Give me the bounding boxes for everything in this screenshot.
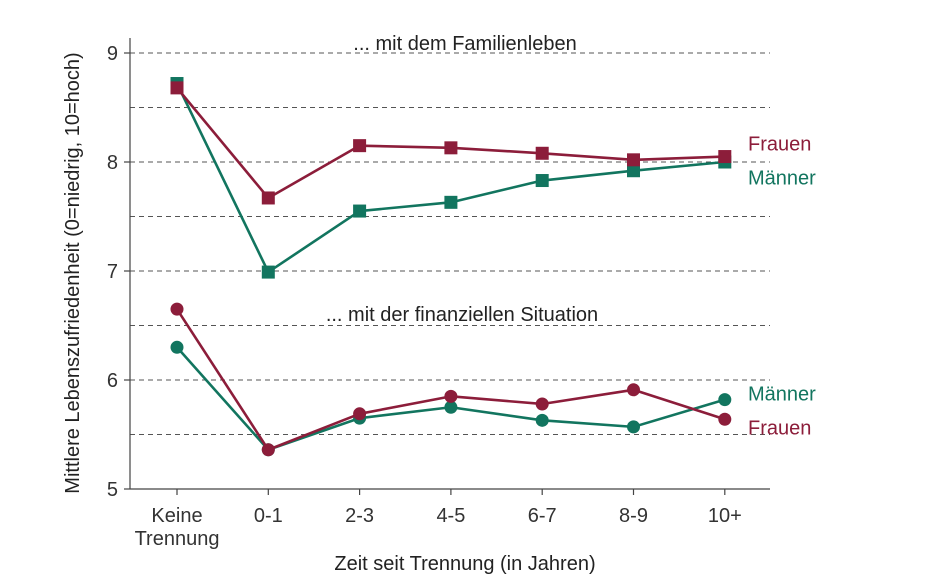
y-tick-label: 6 <box>107 370 118 392</box>
data-point-finance-frauen <box>353 407 367 421</box>
annotation-familienleben: ... mit dem Familienleben <box>353 33 576 55</box>
y-tick-label: 9 <box>107 43 118 65</box>
y-tick-label: 7 <box>107 261 118 283</box>
data-point-family-maenner <box>535 174 549 188</box>
x-tick-label: Keine <box>151 505 202 527</box>
data-point-finance-frauen <box>444 389 458 403</box>
data-point-family-frauen <box>535 146 549 160</box>
x-tick-label: Trennung <box>135 528 220 550</box>
data-point-finance-frauen <box>535 397 549 411</box>
data-point-family-maenner <box>261 265 275 279</box>
data-point-finance-frauen <box>170 302 184 316</box>
x-tick-label: 2-3 <box>345 505 374 527</box>
data-point-finance-maenner <box>170 340 184 354</box>
data-point-finance-maenner <box>627 420 640 434</box>
series-line-family-maenner <box>175 82 725 274</box>
x-tick-label: 6-7 <box>528 505 557 527</box>
x-tick-label: 8-9 <box>619 505 648 527</box>
annotation-finanziell: ... mit der finanziellen Situation <box>326 304 598 326</box>
x-axis-title: Zeit seit Trennung (in Jahren) <box>334 553 595 575</box>
data-point-family-frauen <box>353 139 367 153</box>
data-point-finance-maenner <box>718 393 732 407</box>
y-axis-title: Mittlere Lebenszufriedenheit (0=niedrig,… <box>62 52 84 493</box>
data-point-family-frauen <box>718 150 732 164</box>
data-point-finance-frauen <box>627 383 640 397</box>
data-point-finance-frauen <box>261 443 275 457</box>
legend-label-finance-maenner: Männer <box>748 383 816 405</box>
data-point-finance-frauen <box>718 412 732 426</box>
y-tick-labels: 5 6 7 8 9 <box>107 43 130 501</box>
gridlines <box>130 52 770 435</box>
legend-label-family-maenner: Männer <box>748 167 816 189</box>
x-tick-label: 4-5 <box>436 505 465 527</box>
data-point-family-frauen <box>261 191 275 205</box>
x-tick-label: 10+ <box>708 505 742 527</box>
data-point-family-frauen <box>444 141 458 155</box>
legend-label-finance-frauen: Frauen <box>748 417 811 439</box>
data-point-finance-maenner <box>444 400 458 414</box>
data-point-finance-maenner <box>535 413 549 427</box>
y-tick-label: 5 <box>107 479 118 501</box>
data-point-family-maenner <box>353 204 367 218</box>
x-tick-label: 0-1 <box>254 505 283 527</box>
series-line-finance-frauen <box>175 308 726 452</box>
series <box>170 77 732 457</box>
legend-label-family-frauen: Frauen <box>748 133 811 155</box>
y-tick-label: 8 <box>107 152 118 174</box>
data-point-family-frauen <box>170 81 184 95</box>
data-point-family-maenner <box>627 164 640 178</box>
data-point-family-maenner <box>444 195 458 209</box>
legend-labels: Frauen Männer Männer Frauen <box>748 133 816 439</box>
data-point-family-frauen <box>627 153 640 167</box>
